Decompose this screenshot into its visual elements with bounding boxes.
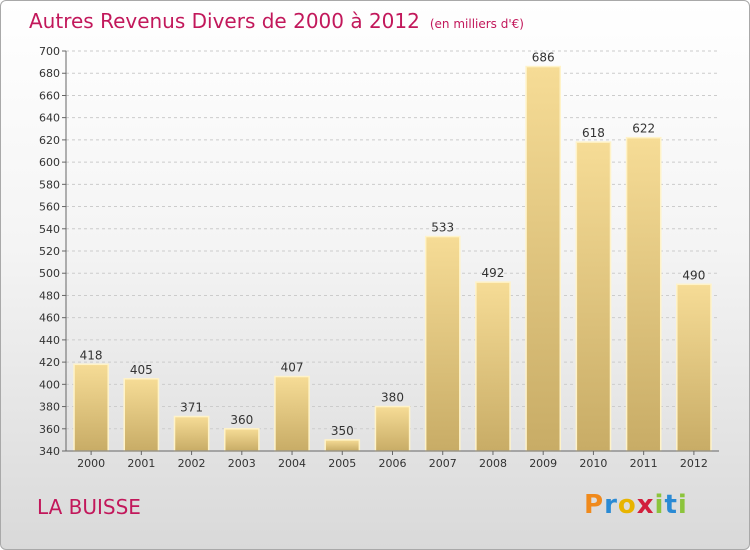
y-tick-label: 440 — [39, 334, 60, 347]
y-tick-label: 560 — [39, 201, 60, 214]
chart-title: Autres Revenus Divers de 2000 à 2012 (en … — [29, 9, 524, 33]
y-tick-label: 480 — [39, 289, 60, 302]
chart-subtitle: (en milliers d'€) — [429, 17, 524, 31]
x-tick-label: 2007 — [429, 457, 457, 470]
logo-letter: x — [636, 490, 655, 520]
data-label-2007: 533 — [431, 221, 454, 235]
logo-letter: r — [604, 490, 618, 520]
x-tick-label: 2002 — [178, 457, 206, 470]
x-tick-label: 2008 — [479, 457, 507, 470]
x-tick-label: 2005 — [328, 457, 356, 470]
data-label-2009: 686 — [532, 51, 555, 65]
y-tick-label: 460 — [39, 312, 60, 325]
bar-2011 — [625, 136, 662, 452]
data-label-2002: 371 — [180, 401, 203, 415]
data-label-2011: 622 — [632, 122, 655, 136]
data-label-2012: 490 — [682, 268, 705, 282]
logo-letter: t — [664, 490, 678, 520]
y-tick-label: 700 — [39, 45, 60, 58]
commune-name: LA BUISSE — [37, 495, 141, 519]
y-tick-label: 500 — [39, 267, 60, 280]
data-label-2005: 350 — [331, 424, 354, 438]
data-label-2000: 418 — [80, 348, 103, 362]
x-tick-label: 2009 — [529, 457, 557, 470]
y-tick-label: 620 — [39, 134, 60, 147]
bar-2006 — [374, 405, 411, 452]
x-tick-label: 2006 — [379, 457, 407, 470]
x-tick-label: 2011 — [630, 457, 658, 470]
data-label-2003: 360 — [230, 413, 253, 427]
bar-2012 — [676, 283, 712, 452]
x-tick-label: 2003 — [228, 457, 256, 470]
bar-2004 — [274, 375, 310, 452]
logo-letter: P — [584, 490, 605, 520]
y-tick-label: 580 — [39, 178, 60, 191]
bar-2005 — [324, 439, 361, 452]
y-tick-label: 660 — [39, 89, 60, 102]
y-tick-label: 600 — [39, 156, 60, 169]
data-label-2008: 492 — [482, 266, 505, 280]
y-tick-label: 640 — [39, 112, 60, 125]
logo-letter: i — [677, 490, 688, 520]
x-tick-label: 2000 — [77, 457, 105, 470]
y-tick-label: 680 — [39, 67, 60, 80]
x-tick-label: 2010 — [579, 457, 607, 470]
data-label-2004: 407 — [281, 361, 304, 375]
data-label-2006: 380 — [381, 391, 404, 405]
chart-title-main: Autres Revenus Divers de 2000 à 2012 — [29, 9, 420, 33]
bar-2008 — [475, 281, 511, 452]
proxiti-logo: Proxiti — [584, 490, 688, 520]
x-tick-label: 2004 — [278, 457, 306, 470]
y-tick-label: 400 — [39, 378, 60, 391]
data-label-2001: 405 — [130, 363, 153, 377]
bar-2001 — [123, 378, 160, 452]
data-label-2010: 618 — [582, 126, 605, 140]
y-tick-label: 520 — [39, 245, 60, 258]
bar-2003 — [223, 428, 260, 452]
y-tick-label: 380 — [39, 401, 60, 414]
y-tick-label: 340 — [39, 445, 60, 458]
logo-letter: i — [654, 490, 665, 520]
bar-2010 — [575, 141, 612, 452]
bar-2000 — [73, 363, 109, 452]
x-tick-label: 2001 — [127, 457, 155, 470]
y-tick-label: 540 — [39, 223, 60, 236]
bar-2002 — [173, 415, 210, 452]
bar-2007 — [424, 235, 461, 452]
logo-letter: o — [617, 490, 637, 520]
bar-2009 — [525, 65, 562, 452]
x-tick-label: 2012 — [680, 457, 708, 470]
axes: 340 360 380 400 420 440 460 480 500 520 540 560 580 6… — [39, 45, 719, 470]
y-tick-label: 360 — [39, 423, 60, 436]
y-tick-label: 420 — [39, 356, 60, 369]
